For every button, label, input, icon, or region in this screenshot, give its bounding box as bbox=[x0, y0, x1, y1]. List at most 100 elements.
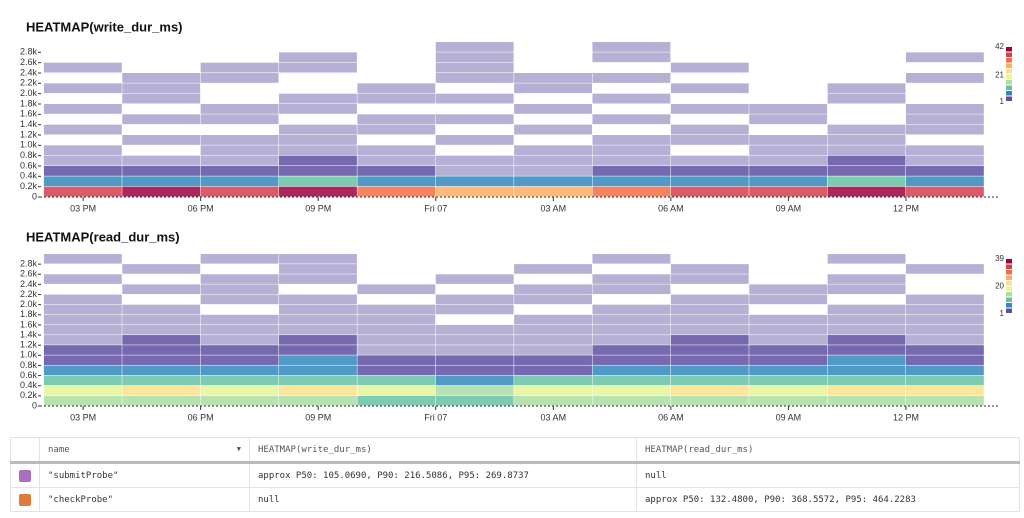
heatmap-cell bbox=[43, 186, 122, 197]
heatmap-cell bbox=[200, 324, 279, 335]
heatmap-cell bbox=[749, 345, 828, 355]
heatmap-cell bbox=[43, 274, 122, 284]
heatmap-cell bbox=[514, 166, 592, 176]
heatmap-cell bbox=[200, 155, 279, 166]
legend-swatch bbox=[1006, 286, 1012, 291]
legend-swatch bbox=[1006, 58, 1012, 63]
heatmap-cell bbox=[670, 375, 749, 386]
heatmap-cell bbox=[200, 335, 279, 345]
heatmap-cell bbox=[357, 166, 436, 176]
heatmap-cell bbox=[200, 284, 279, 295]
heatmap-cell bbox=[279, 93, 357, 104]
heatmap-cell bbox=[514, 355, 592, 365]
heatmap-cell bbox=[905, 124, 984, 135]
heatmap-cell bbox=[279, 294, 357, 305]
heatmap-cell bbox=[749, 176, 828, 187]
heatmap-cell bbox=[670, 274, 749, 284]
heatmap-cell bbox=[200, 355, 279, 365]
heatmap-cell bbox=[279, 186, 357, 197]
heatmap-cell bbox=[670, 385, 749, 396]
series-swatch bbox=[19, 469, 31, 482]
heatmap-cell bbox=[905, 155, 984, 166]
heatmap-cell bbox=[122, 83, 201, 94]
heatmap-cell bbox=[592, 385, 671, 396]
heatmap-cell bbox=[43, 176, 122, 187]
legend-swatch bbox=[1006, 275, 1012, 280]
heatmap-cell bbox=[43, 395, 122, 406]
heatmap-cell bbox=[122, 345, 201, 355]
heatmap-cell bbox=[279, 62, 357, 73]
heatmap-cell bbox=[200, 345, 279, 355]
y-tick-label: 1.4k bbox=[20, 119, 38, 129]
heatmap-cell bbox=[279, 176, 357, 187]
heatmap-cell bbox=[592, 355, 671, 365]
swatch-header bbox=[10, 437, 40, 464]
heatmap-cell bbox=[670, 365, 749, 376]
heatmap-cell bbox=[122, 385, 201, 396]
heatmap-cell bbox=[905, 166, 984, 176]
legend-swatch bbox=[1006, 69, 1012, 74]
heatmap-cell bbox=[827, 83, 906, 94]
heatmap-cell bbox=[435, 365, 514, 376]
heatmap-cell bbox=[514, 155, 592, 166]
heatmap-cell bbox=[43, 166, 122, 176]
heatmap-cell bbox=[749, 186, 828, 197]
heatmap-cell bbox=[827, 365, 906, 376]
heatmap-cell bbox=[435, 335, 514, 345]
y-tick-label: 2.4k bbox=[20, 279, 38, 289]
heatmap-cell bbox=[435, 42, 514, 52]
legend-swatch bbox=[1006, 63, 1012, 68]
x-tick-label: 09 AM bbox=[776, 203, 802, 213]
heatmap-cell bbox=[200, 135, 279, 145]
heatmap-cell bbox=[435, 155, 514, 166]
heatmap-cell bbox=[435, 304, 514, 315]
heatmap-cell bbox=[749, 335, 828, 345]
charts: HEATMAP(write_dur_ms)00.2k0.4k0.6k0.8k1.… bbox=[20, 19, 1012, 422]
heatmap-cell bbox=[905, 324, 984, 335]
heatmap-cell bbox=[670, 176, 749, 187]
heatmap-cell bbox=[749, 375, 828, 386]
heatmap-cell bbox=[357, 83, 436, 94]
heatmap-cell bbox=[122, 155, 201, 166]
legend-label: 39 bbox=[995, 254, 1004, 263]
heatmap-cell bbox=[435, 166, 514, 176]
heatmap-cell bbox=[905, 73, 984, 83]
heatmap-cell bbox=[905, 395, 984, 406]
heatmap-cell bbox=[435, 52, 514, 63]
heatmap-cell bbox=[279, 304, 357, 315]
heatmap-cell bbox=[357, 314, 436, 325]
heatmap-cell bbox=[905, 355, 984, 365]
column-header: HEATMAP(read_dur_ms) bbox=[636, 437, 1020, 464]
heatmap-cell bbox=[905, 345, 984, 355]
heatmap-cell bbox=[670, 104, 749, 114]
heatmap-cell bbox=[279, 395, 357, 406]
legend-swatch bbox=[1006, 91, 1012, 96]
heatmap-cell bbox=[905, 176, 984, 187]
heatmap-cell bbox=[670, 155, 749, 166]
heatmap-cell bbox=[592, 345, 671, 355]
heatmap-cell bbox=[357, 93, 436, 104]
heatmap-cell bbox=[122, 355, 201, 365]
heatmap-cell bbox=[905, 104, 984, 114]
legend-label: 42 bbox=[995, 42, 1004, 51]
heatmap-cell bbox=[514, 294, 592, 305]
heatmap-cell bbox=[122, 335, 201, 345]
legend-swatch bbox=[1006, 52, 1012, 57]
y-tick-label: 2.2k bbox=[20, 289, 38, 299]
y-tick-label: 0.4k bbox=[20, 171, 38, 181]
heatmap-cell bbox=[357, 375, 436, 386]
heatmap-cell bbox=[357, 365, 436, 376]
heatmap-cell bbox=[670, 355, 749, 365]
heatmap-cell bbox=[200, 254, 279, 264]
heatmap-cell bbox=[200, 176, 279, 187]
swatch-cell bbox=[10, 487, 40, 512]
heatmap-cell bbox=[357, 395, 436, 406]
heatmap-cell bbox=[749, 355, 828, 365]
legend-swatch bbox=[1006, 74, 1012, 79]
y-tick-label: 0.8k bbox=[20, 360, 38, 370]
heatmap-cell bbox=[749, 294, 828, 305]
x-tick-label: 03 AM bbox=[541, 203, 567, 213]
heatmap-cell bbox=[435, 62, 514, 73]
heatmap-cell bbox=[435, 73, 514, 83]
heatmap-cell bbox=[592, 166, 671, 176]
